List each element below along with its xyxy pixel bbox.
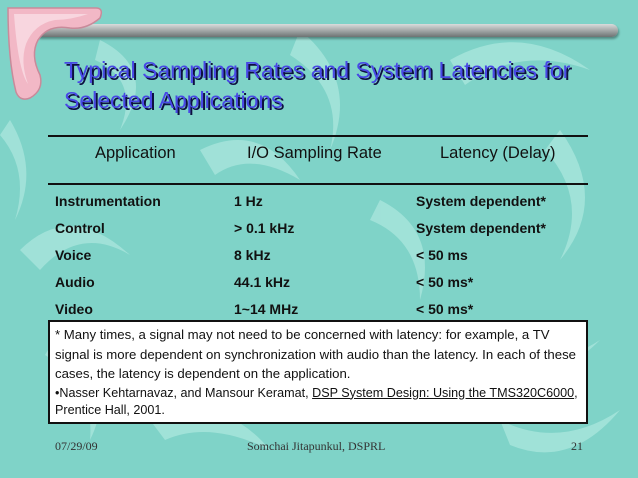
table-cell: < 50 ms* bbox=[416, 301, 474, 317]
header-application: Application bbox=[95, 144, 176, 162]
title-bar-decoration bbox=[34, 24, 618, 37]
table-top-rule bbox=[48, 135, 588, 137]
table-cell: Audio bbox=[55, 274, 95, 290]
table-cell: 8 kHz bbox=[234, 247, 271, 263]
slide-title: Typical Sampling Rates and System Latenc… bbox=[64, 57, 571, 113]
table-cell: Voice bbox=[55, 247, 92, 263]
footer-page-number: 21 bbox=[571, 439, 583, 453]
reference-book-title: DSP System Design: Using the TMS320C6000 bbox=[312, 385, 575, 400]
table-header-rule bbox=[48, 183, 588, 185]
header-latency: Latency (Delay) bbox=[440, 144, 556, 162]
reference-authors: •Nasser Kehtarnavaz, and Mansour Keramat… bbox=[55, 385, 313, 400]
footer-author: Somchai Jitapunkul, DSPRL bbox=[247, 439, 386, 453]
pink-curl-decoration bbox=[7, 7, 103, 100]
reference-publisher: , Prentice Hall, 2001. bbox=[55, 385, 578, 417]
reference-citation: •Nasser Kehtarnavaz, and Mansour Keramat… bbox=[55, 385, 581, 419]
table-cell: 44.1 kHz bbox=[234, 274, 291, 290]
footnote-box: * Many times, a signal may not need to b… bbox=[48, 320, 588, 424]
table-cell: System dependent* bbox=[416, 193, 546, 209]
table-cell: System dependent* bbox=[416, 220, 546, 236]
table-cell: 1 Hz bbox=[234, 193, 263, 209]
footer-date: 07/29/09 bbox=[55, 439, 98, 453]
table-cell: Control bbox=[55, 220, 105, 236]
table-cell: < 50 ms* bbox=[416, 274, 474, 290]
table-cell: 1~14 MHz bbox=[234, 301, 299, 317]
table-cell: < 50 ms bbox=[416, 247, 468, 263]
table-cell: Video bbox=[55, 301, 93, 317]
footnote-text: * Many times, a signal may not need to b… bbox=[55, 327, 576, 381]
table-cell: Instrumentation bbox=[55, 193, 161, 209]
header-sampling-rate: I/O Sampling Rate bbox=[247, 144, 382, 162]
table-cell: > 0.1 kHz bbox=[234, 220, 295, 236]
